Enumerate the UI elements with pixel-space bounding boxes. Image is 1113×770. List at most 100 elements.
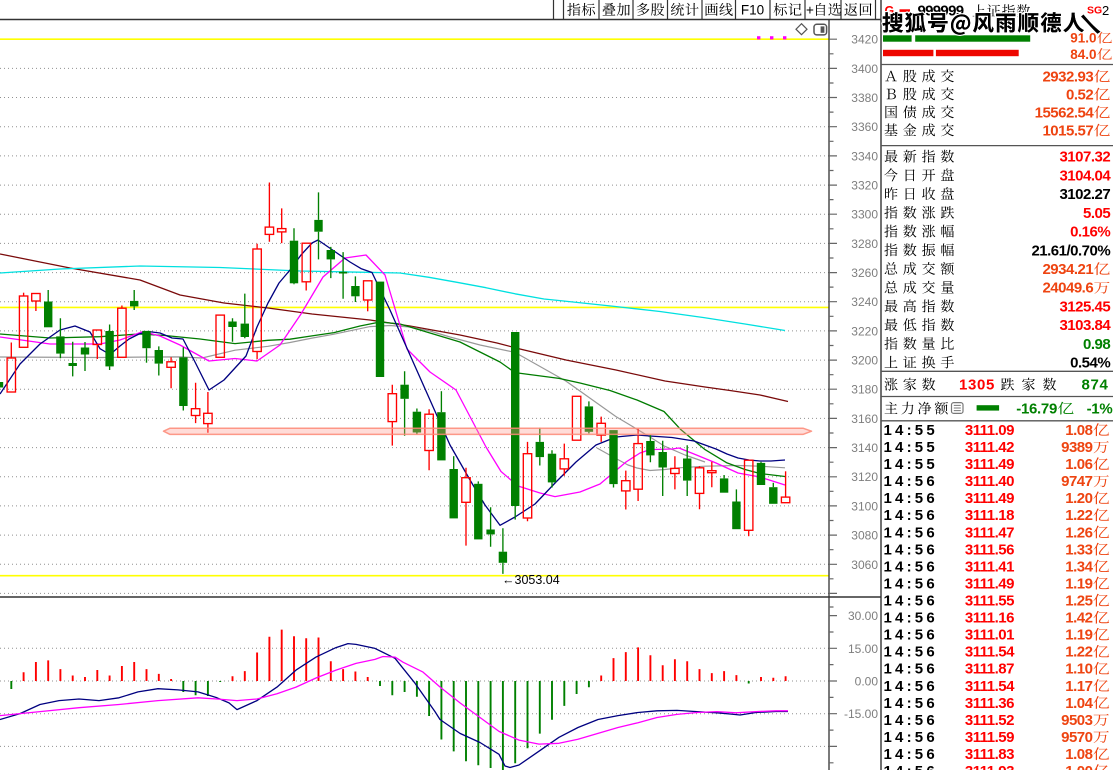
svg-text:14:56: 14:56 xyxy=(884,729,938,746)
svg-text:3180: 3180 xyxy=(851,383,878,397)
svg-text:3111.59: 3111.59 xyxy=(965,729,1014,746)
svg-text:-16.79: -16.79 xyxy=(1016,400,1057,417)
svg-text:14:56: 14:56 xyxy=(884,593,938,610)
svg-text:0.16%: 0.16% xyxy=(1070,224,1110,241)
svg-text:G: G xyxy=(885,4,895,18)
svg-text:3340: 3340 xyxy=(851,149,878,163)
svg-text:14:56: 14:56 xyxy=(884,576,938,593)
svg-text:5.05: 5.05 xyxy=(1083,205,1110,222)
svg-text:1015.57: 1015.57 xyxy=(1042,122,1093,139)
svg-text:14:56: 14:56 xyxy=(884,746,938,763)
svg-text:14:56: 14:56 xyxy=(884,678,938,695)
svg-text:3111.52: 3111.52 xyxy=(965,712,1014,729)
svg-text:9503: 9503 xyxy=(1061,712,1093,729)
svg-text:3300: 3300 xyxy=(851,208,878,222)
svg-text:14:55: 14:55 xyxy=(884,439,938,456)
svg-text:14:56: 14:56 xyxy=(884,558,938,575)
svg-text:1.06: 1.06 xyxy=(1065,456,1092,473)
svg-text:←3053.04: ←3053.04 xyxy=(502,573,560,587)
svg-text:3380: 3380 xyxy=(851,91,878,105)
svg-text:3111.56: 3111.56 xyxy=(965,541,1014,558)
svg-text:1.17: 1.17 xyxy=(1065,678,1092,695)
svg-text:3320: 3320 xyxy=(851,179,878,193)
svg-text:1.19: 1.19 xyxy=(1065,576,1092,593)
svg-text:3420: 3420 xyxy=(851,33,878,47)
svg-text:1.10: 1.10 xyxy=(1065,661,1092,678)
svg-text:1.04: 1.04 xyxy=(1065,695,1093,712)
svg-text:1305: 1305 xyxy=(959,377,995,394)
svg-text:14:56: 14:56 xyxy=(884,763,938,770)
svg-text:999999: 999999 xyxy=(918,3,964,20)
svg-text:1.26: 1.26 xyxy=(1065,524,1092,541)
svg-text:-1%: -1% xyxy=(1087,400,1113,417)
svg-text:2: 2 xyxy=(1102,3,1109,18)
svg-text:3111.47: 3111.47 xyxy=(965,524,1014,541)
svg-text:3360: 3360 xyxy=(851,120,878,134)
svg-text:14:56: 14:56 xyxy=(884,695,938,712)
svg-text:0.00: 0.00 xyxy=(855,675,879,689)
svg-text:3102.27: 3102.27 xyxy=(1059,186,1110,203)
svg-text:3200: 3200 xyxy=(851,354,878,368)
svg-text:1.34: 1.34 xyxy=(1065,558,1093,575)
svg-text:3125.45: 3125.45 xyxy=(1059,299,1110,316)
svg-text:3111.55: 3111.55 xyxy=(965,593,1014,610)
svg-text:1.22: 1.22 xyxy=(1065,507,1092,524)
svg-text:3111.41: 3111.41 xyxy=(965,558,1014,575)
svg-text:3111.40: 3111.40 xyxy=(965,473,1014,490)
svg-text:3111.83: 3111.83 xyxy=(965,746,1014,763)
svg-text:9747: 9747 xyxy=(1061,473,1093,490)
svg-text:84.0: 84.0 xyxy=(1070,47,1096,62)
svg-text:24049.6: 24049.6 xyxy=(1042,280,1093,297)
svg-text:14:55: 14:55 xyxy=(884,456,938,473)
svg-text:3080: 3080 xyxy=(851,529,878,543)
svg-text:1.08: 1.08 xyxy=(1065,746,1092,763)
svg-text:1.08: 1.08 xyxy=(1065,422,1092,439)
svg-text:15.00: 15.00 xyxy=(848,642,878,656)
svg-text:0.52: 0.52 xyxy=(1066,86,1093,103)
svg-text:14:56: 14:56 xyxy=(884,627,938,644)
svg-text:30.00: 30.00 xyxy=(848,609,878,623)
svg-text:-15.00: -15.00 xyxy=(844,707,878,721)
svg-text:3111.09: 3111.09 xyxy=(965,422,1014,439)
svg-text:14:56: 14:56 xyxy=(884,712,938,729)
svg-text:9570: 9570 xyxy=(1061,729,1093,746)
svg-text:14:56: 14:56 xyxy=(884,490,938,507)
svg-text:3111.54: 3111.54 xyxy=(965,678,1015,695)
svg-text:21.61/0.70%: 21.61/0.70% xyxy=(1031,242,1110,259)
svg-text:3120: 3120 xyxy=(851,470,878,484)
svg-text:3140: 3140 xyxy=(851,441,878,455)
svg-text:874: 874 xyxy=(1082,377,1109,394)
svg-text:91.0: 91.0 xyxy=(1070,31,1096,46)
svg-text:3111.49: 3111.49 xyxy=(965,456,1014,473)
svg-text:1.42: 1.42 xyxy=(1065,610,1092,627)
svg-text:3107.32: 3107.32 xyxy=(1059,149,1110,166)
svg-text:1.22: 1.22 xyxy=(1065,644,1092,661)
svg-text:3111.42: 3111.42 xyxy=(965,439,1014,456)
svg-text:1.19: 1.19 xyxy=(1065,627,1092,644)
svg-text:3111.87: 3111.87 xyxy=(965,661,1014,678)
svg-text:3111.16: 3111.16 xyxy=(965,610,1014,627)
svg-text:3220: 3220 xyxy=(851,324,878,338)
svg-text:14:56: 14:56 xyxy=(884,524,938,541)
svg-text:14:56: 14:56 xyxy=(884,507,938,524)
svg-text:3111.01: 3111.01 xyxy=(965,627,1014,644)
svg-text:3111.49: 3111.49 xyxy=(965,490,1014,507)
svg-text:9389: 9389 xyxy=(1061,439,1093,456)
svg-text:1.20: 1.20 xyxy=(1065,490,1092,507)
svg-text:3400: 3400 xyxy=(851,62,878,76)
svg-text:0.98: 0.98 xyxy=(1083,336,1110,353)
svg-text:15562.54: 15562.54 xyxy=(1035,104,1095,121)
svg-text:3160: 3160 xyxy=(851,412,878,426)
svg-text:3111.36: 3111.36 xyxy=(965,695,1014,712)
svg-text:14:56: 14:56 xyxy=(884,473,938,490)
svg-text:3260: 3260 xyxy=(851,266,878,280)
svg-text:3100: 3100 xyxy=(851,499,878,513)
svg-text:3111.93: 3111.93 xyxy=(965,763,1014,770)
svg-text:2934.21: 2934.21 xyxy=(1042,261,1093,278)
svg-text:3280: 3280 xyxy=(851,237,878,251)
svg-text:3111.54: 3111.54 xyxy=(965,644,1015,661)
svg-text:14:56: 14:56 xyxy=(884,541,938,558)
svg-text:1.33: 1.33 xyxy=(1065,541,1092,558)
svg-text:3240: 3240 xyxy=(851,295,878,309)
svg-text:3060: 3060 xyxy=(851,558,878,572)
